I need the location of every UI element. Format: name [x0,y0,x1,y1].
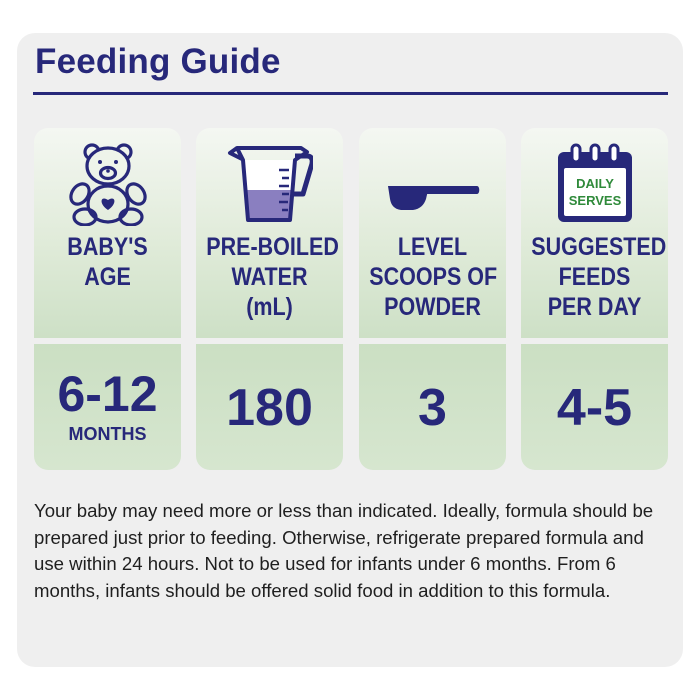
column-header [359,128,506,338]
feeding-note: Your baby may need more or less than ind… [34,500,654,601]
column-label: SUGGESTED FEEDS PER DAY [531,233,667,321]
column-suggested-feeds: DAILY SERVES SUGGESTED FEEDS PER DAY 4-5 [521,128,668,470]
age-value: 6-12 [57,366,158,422]
column-label: PRE-BOILED WATER (mL) [206,233,339,321]
column-babys-age: BABY'S AGE 6-12 MONTHS [34,128,181,470]
scoop-icon [387,186,479,210]
calendar-text-serves: SERVES [568,193,621,208]
column-level-scoops: LEVEL SCOOPS OF POWDER 3 [359,128,506,470]
column-pre-boiled-water: PRE-BOILED WATER (mL) 180 [196,128,343,470]
column-value-panel [196,344,343,470]
column-value-panel [34,344,181,470]
column-label: BABY'S AGE [67,233,148,291]
water-value: 180 [226,379,313,437]
measuring-jug-icon [227,146,313,222]
column-label: LEVEL SCOOPS OF POWDER [369,233,498,321]
teddy-bear-icon [68,143,147,226]
column-value-panel [359,344,506,470]
title-divider [33,92,668,95]
calendar-text-daily: DAILY [576,176,614,191]
page-title: Feeding Guide [35,42,281,81]
age-unit: MONTHS [68,424,147,444]
calendar-icon: DAILY SERVES [557,143,632,222]
feeds-value: 4-5 [556,379,633,437]
column-value-panel [521,344,668,470]
scoops-value: 3 [418,379,447,437]
